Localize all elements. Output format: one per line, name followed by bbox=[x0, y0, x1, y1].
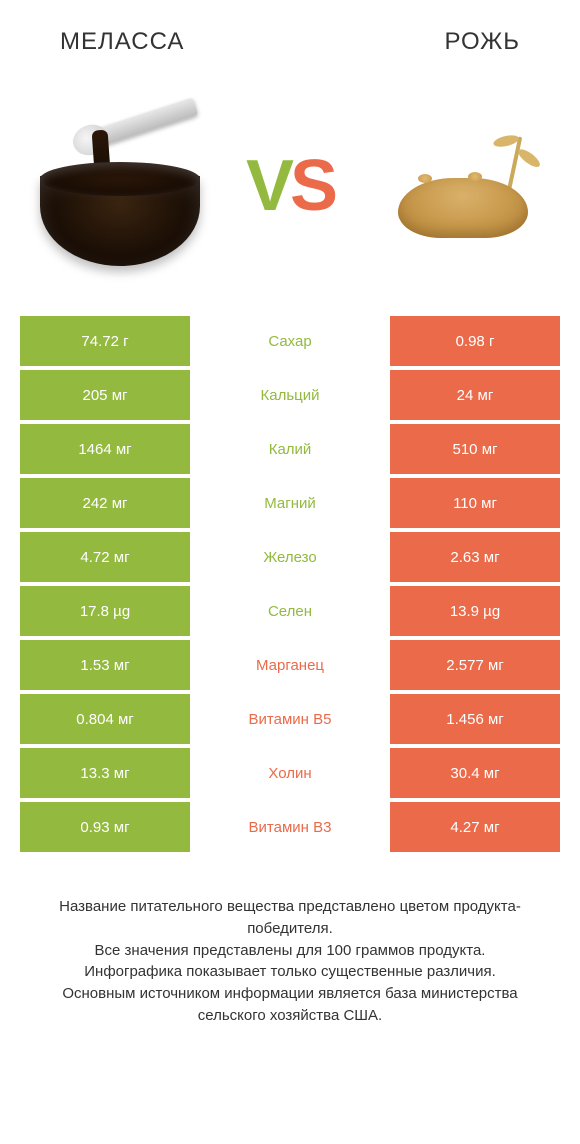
cell-nutrient-label: Витамин B3 bbox=[190, 802, 390, 852]
table-row: 0.804 мгВитамин B51.456 мг bbox=[20, 694, 560, 744]
cell-right-value: 4.27 мг bbox=[390, 802, 560, 852]
cell-left-value: 0.93 мг bbox=[20, 802, 190, 852]
vs-s: S bbox=[290, 146, 334, 226]
product-left-image bbox=[20, 86, 220, 286]
table-row: 1.53 мгМарганец2.577 мг bbox=[20, 640, 560, 690]
cell-left-value: 74.72 г bbox=[20, 316, 190, 366]
comparison-table: 74.72 гСахар0.98 г205 мгКальций24 мг1464… bbox=[0, 316, 580, 852]
cell-nutrient-label: Магний bbox=[190, 478, 390, 528]
cell-left-value: 4.72 мг bbox=[20, 532, 190, 582]
footer-line: Основным источником информации является … bbox=[30, 983, 550, 1027]
cell-right-value: 24 мг bbox=[390, 370, 560, 420]
table-row: 17.8 µgСелен13.9 µg bbox=[20, 586, 560, 636]
table-row: 205 мгКальций24 мг bbox=[20, 370, 560, 420]
footer-line: Инфографика показывает только существенн… bbox=[30, 961, 550, 983]
cell-nutrient-label: Железо bbox=[190, 532, 390, 582]
cell-right-value: 110 мг bbox=[390, 478, 560, 528]
footer-notes: Название питательного вещества представл… bbox=[0, 856, 580, 1027]
cell-left-value: 205 мг bbox=[20, 370, 190, 420]
footer-line: Все значения представлены для 100 граммо… bbox=[30, 940, 550, 962]
table-row: 1464 мгКалий510 мг bbox=[20, 424, 560, 474]
table-row: 242 мгМагний110 мг bbox=[20, 478, 560, 528]
cell-left-value: 0.804 мг bbox=[20, 694, 190, 744]
footer-line: Название питательного вещества представл… bbox=[30, 896, 550, 940]
cell-nutrient-label: Селен bbox=[190, 586, 390, 636]
cell-left-value: 242 мг bbox=[20, 478, 190, 528]
cell-nutrient-label: Кальций bbox=[190, 370, 390, 420]
cell-nutrient-label: Марганец bbox=[190, 640, 390, 690]
cell-left-value: 1464 мг bbox=[20, 424, 190, 474]
cell-right-value: 0.98 г bbox=[390, 316, 560, 366]
cell-right-value: 2.63 мг bbox=[390, 532, 560, 582]
title-left: МЕЛАССА bbox=[60, 28, 184, 56]
cell-right-value: 2.577 мг bbox=[390, 640, 560, 690]
cell-nutrient-label: Витамин B5 bbox=[190, 694, 390, 744]
cell-right-value: 13.9 µg bbox=[390, 586, 560, 636]
hero: VS bbox=[0, 66, 580, 316]
cell-left-value: 13.3 мг bbox=[20, 748, 190, 798]
cell-nutrient-label: Холин bbox=[190, 748, 390, 798]
header: МЕЛАССА РОЖЬ bbox=[0, 0, 580, 66]
vs-label: VS bbox=[246, 145, 334, 227]
table-row: 13.3 мгХолин30.4 мг bbox=[20, 748, 560, 798]
cell-right-value: 30.4 мг bbox=[390, 748, 560, 798]
table-row: 0.93 мгВитамин B34.27 мг bbox=[20, 802, 560, 852]
product-right-image bbox=[360, 86, 560, 286]
vs-v: V bbox=[246, 146, 290, 226]
cell-left-value: 1.53 мг bbox=[20, 640, 190, 690]
cell-nutrient-label: Калий bbox=[190, 424, 390, 474]
title-right: РОЖЬ bbox=[444, 28, 520, 56]
cell-left-value: 17.8 µg bbox=[20, 586, 190, 636]
cell-nutrient-label: Сахар bbox=[190, 316, 390, 366]
cell-right-value: 510 мг bbox=[390, 424, 560, 474]
rye-icon bbox=[370, 116, 550, 256]
molasses-icon bbox=[30, 96, 210, 276]
table-row: 4.72 мгЖелезо2.63 мг bbox=[20, 532, 560, 582]
table-row: 74.72 гСахар0.98 г bbox=[20, 316, 560, 366]
cell-right-value: 1.456 мг bbox=[390, 694, 560, 744]
